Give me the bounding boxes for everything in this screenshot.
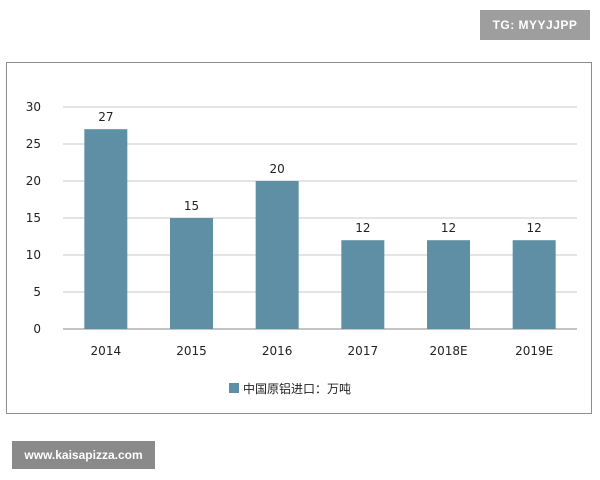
data-label: 20 — [270, 162, 285, 176]
bar-chart: 0 5 10 15 20 25 30 27 2014 15 2015 20 2016 12 2017 12 20… — [26, 100, 577, 396]
y-tick-label: 0 — [33, 322, 41, 336]
y-tick-label: 10 — [26, 248, 41, 262]
website-watermark[interactable]: www.kaisapizza.com — [12, 441, 155, 469]
bar — [255, 181, 299, 329]
data-label: 15 — [184, 199, 199, 213]
x-tick-label: 2016 — [262, 344, 293, 358]
bar — [170, 218, 213, 329]
data-label: 12 — [527, 221, 542, 235]
y-tick-label: 5 — [33, 285, 41, 299]
data-label: 12 — [355, 221, 370, 235]
bar — [84, 129, 128, 329]
bar — [512, 240, 556, 329]
bar — [427, 240, 470, 329]
tg-badge: TG: MYYJJPP — [480, 10, 590, 40]
bar — [341, 240, 385, 329]
x-tick-label: 2014 — [91, 344, 122, 358]
legend-label: 中国原铝进口：万吨 — [243, 381, 351, 396]
x-tick-label: 2018E — [429, 344, 467, 358]
y-tick-label: 15 — [26, 211, 41, 225]
x-tick-label: 2019E — [515, 344, 553, 358]
data-label: 12 — [441, 221, 456, 235]
x-tick-label: 2017 — [348, 344, 379, 358]
y-tick-label: 20 — [26, 174, 41, 188]
x-tick-label: 2015 — [176, 344, 207, 358]
y-tick-label: 30 — [26, 100, 41, 114]
legend-swatch — [229, 383, 239, 393]
data-label: 27 — [98, 110, 113, 124]
y-tick-label: 25 — [26, 137, 41, 151]
chart-frame: 0 5 10 15 20 25 30 27 2014 15 2015 20 2016 12 2017 12 20… — [6, 62, 592, 414]
